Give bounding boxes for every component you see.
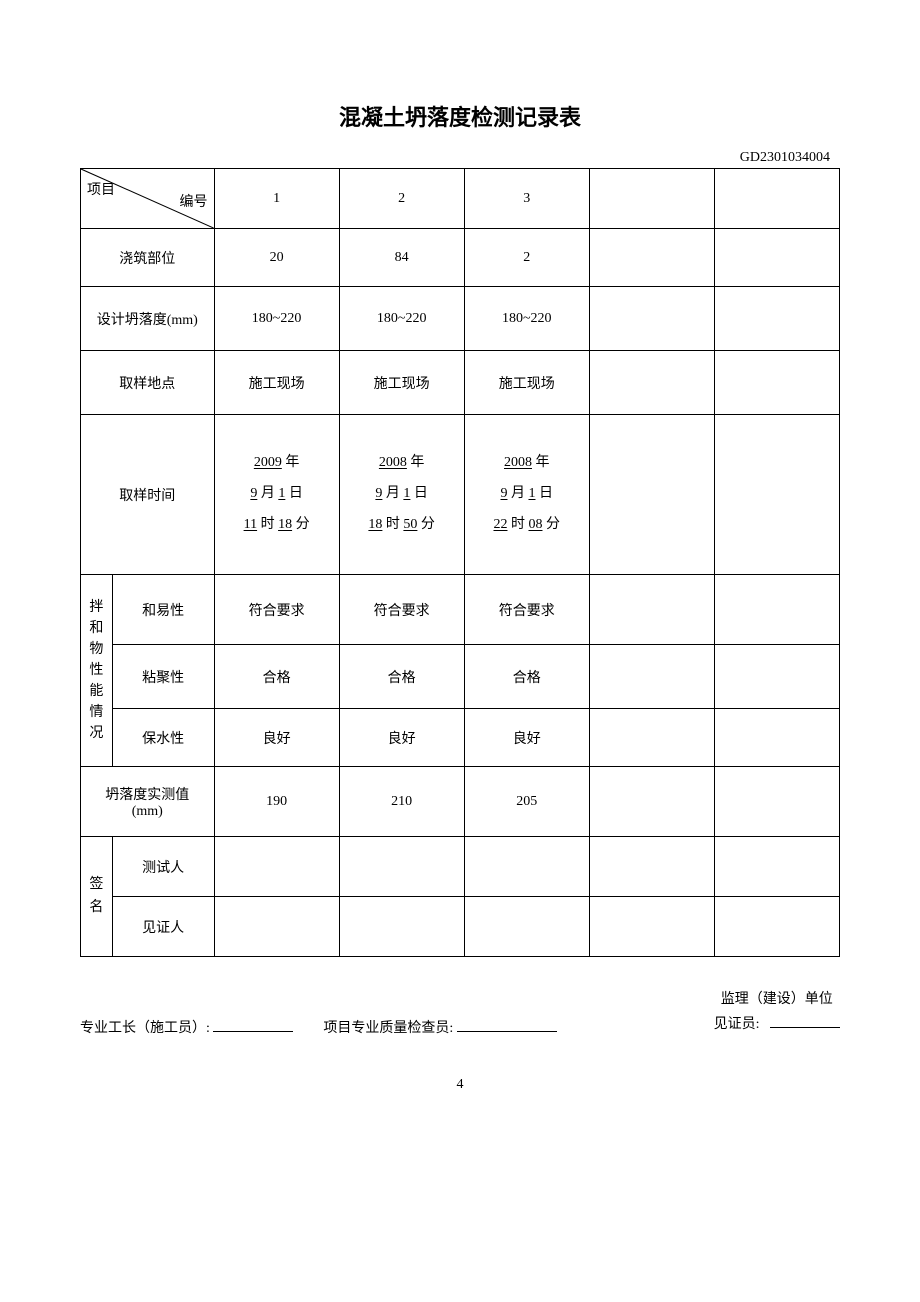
witness-5 xyxy=(714,897,839,957)
water-retention-label: 保水性 xyxy=(112,709,214,767)
measured-3: 205 xyxy=(464,767,589,837)
header-right-label: 编号 xyxy=(180,191,208,211)
pour-part-label: 浇筑部位 xyxy=(81,229,215,287)
design-slump-label: 设计坍落度(mm) xyxy=(81,287,215,351)
cohesion-2: 合格 xyxy=(339,645,464,709)
measured-5 xyxy=(714,767,839,837)
water-retention-4 xyxy=(589,709,714,767)
mix-group-label: 拌和物性能情况 xyxy=(81,575,113,767)
sample-time-label: 取样时间 xyxy=(81,415,215,575)
workability-4 xyxy=(589,575,714,645)
design-slump-4 xyxy=(589,287,714,351)
cohesion-4 xyxy=(589,645,714,709)
record-table: 项目 编号 1 2 3 浇筑部位 20 84 2 设计坍落度(mm) 180~2… xyxy=(80,168,840,957)
workability-3: 符合要求 xyxy=(464,575,589,645)
page-number: 4 xyxy=(80,1077,840,1093)
doc-code: GD2301034004 xyxy=(80,150,840,166)
design-slump-2: 180~220 xyxy=(339,287,464,351)
pour-part-2: 84 xyxy=(339,229,464,287)
sample-time-4 xyxy=(589,415,714,575)
pour-part-5 xyxy=(714,229,839,287)
cohesion-3: 合格 xyxy=(464,645,589,709)
location-4 xyxy=(589,351,714,415)
tester-2 xyxy=(339,837,464,897)
footer: 专业工长（施工员）: 项目专业质量检查员: 监理（建设）单位 见证员: xyxy=(80,987,840,1037)
tester-4 xyxy=(589,837,714,897)
witness-1 xyxy=(214,897,339,957)
location-1: 施工现场 xyxy=(214,351,339,415)
tester-label: 测试人 xyxy=(112,837,214,897)
qc-field: 项目专业质量检查员: xyxy=(323,1017,556,1037)
cohesion-5 xyxy=(714,645,839,709)
witness-2 xyxy=(339,897,464,957)
pour-part-4 xyxy=(589,229,714,287)
sample-time-2: 2008 年 9 月 1 日 18 时 50 分 xyxy=(339,415,464,575)
sample-time-3: 2008 年 9 月 1 日 22 时 08 分 xyxy=(464,415,589,575)
witness-label: 见证人 xyxy=(112,897,214,957)
col-4-header xyxy=(589,169,714,229)
witness-4 xyxy=(589,897,714,957)
water-retention-3: 良好 xyxy=(464,709,589,767)
col-2-header: 2 xyxy=(339,169,464,229)
foreman-field: 专业工长（施工员）: xyxy=(80,1017,293,1037)
measured-label: 坍落度实测值 (mm) xyxy=(81,767,215,837)
col-3-header: 3 xyxy=(464,169,589,229)
measured-2: 210 xyxy=(339,767,464,837)
tester-5 xyxy=(714,837,839,897)
measured-1: 190 xyxy=(214,767,339,837)
header-left-label: 项目 xyxy=(87,179,115,199)
pour-part-1: 20 xyxy=(214,229,339,287)
sample-time-5 xyxy=(714,415,839,575)
sign-group-label: 签名 xyxy=(81,837,113,957)
water-retention-2: 良好 xyxy=(339,709,464,767)
workability-1: 符合要求 xyxy=(214,575,339,645)
location-5 xyxy=(714,351,839,415)
workability-5 xyxy=(714,575,839,645)
col-1-header: 1 xyxy=(214,169,339,229)
location-3: 施工现场 xyxy=(464,351,589,415)
location-label: 取样地点 xyxy=(81,351,215,415)
cohesion-1: 合格 xyxy=(214,645,339,709)
tester-1 xyxy=(214,837,339,897)
cohesion-label: 粘聚性 xyxy=(112,645,214,709)
workability-label: 和易性 xyxy=(112,575,214,645)
sample-time-1: 2009 年 9 月 1 日 11 时 18 分 xyxy=(214,415,339,575)
tester-3 xyxy=(464,837,589,897)
supervisor-field: 监理（建设）单位 见证员: xyxy=(714,987,840,1037)
workability-2: 符合要求 xyxy=(339,575,464,645)
witness-3 xyxy=(464,897,589,957)
water-retention-1: 良好 xyxy=(214,709,339,767)
location-2: 施工现场 xyxy=(339,351,464,415)
design-slump-3: 180~220 xyxy=(464,287,589,351)
design-slump-5 xyxy=(714,287,839,351)
design-slump-1: 180~220 xyxy=(214,287,339,351)
page-title: 混凝土坍落度检测记录表 xyxy=(80,100,840,132)
header-diagonal-cell: 项目 编号 xyxy=(81,169,215,229)
measured-4 xyxy=(589,767,714,837)
pour-part-3: 2 xyxy=(464,229,589,287)
col-5-header xyxy=(714,169,839,229)
water-retention-5 xyxy=(714,709,839,767)
